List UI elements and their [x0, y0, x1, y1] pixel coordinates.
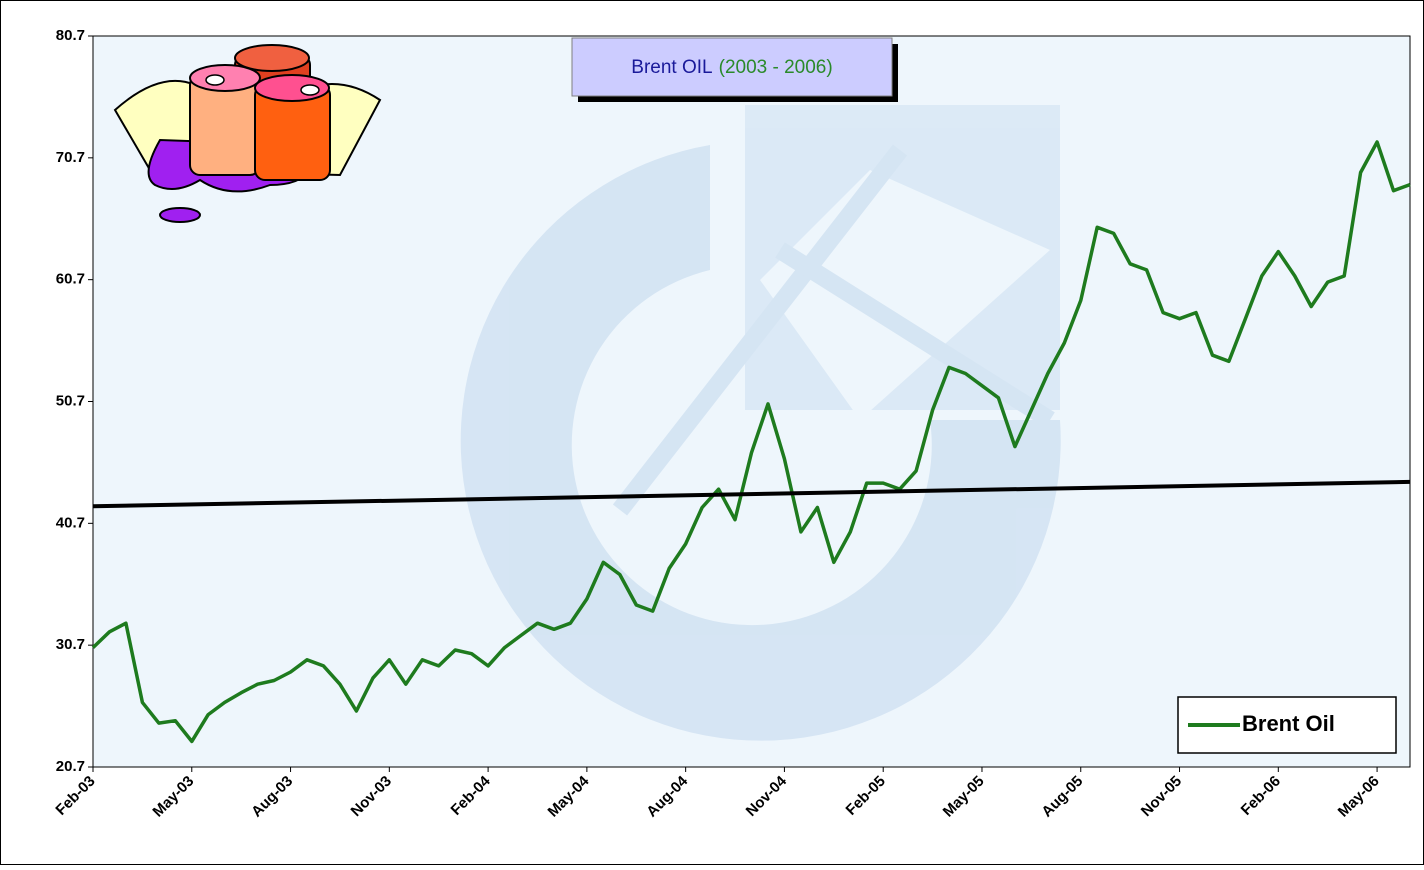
- y-tick-label: 40.7: [56, 514, 85, 531]
- y-tick-label: 20.7: [56, 758, 85, 775]
- chart-title: Brent OIL (2003 - 2006): [631, 57, 832, 78]
- y-tick-label: 50.7: [56, 392, 85, 409]
- title-main: Brent OIL: [631, 57, 712, 78]
- legend-label: Brent Oil: [1242, 711, 1335, 736]
- y-tick-label: 70.7: [56, 149, 85, 166]
- y-tick-label: 60.7: [56, 271, 85, 288]
- y-tick-label: 80.7: [56, 27, 85, 44]
- legend: Brent Oil: [1178, 697, 1396, 753]
- title-years: (2003 - 2006): [719, 57, 833, 78]
- chart: Brent OIL (2003 - 2006) 20.7 30.7 40.7 50.7 6…: [0, 0, 1424, 865]
- y-tick-label: 30.7: [56, 636, 85, 653]
